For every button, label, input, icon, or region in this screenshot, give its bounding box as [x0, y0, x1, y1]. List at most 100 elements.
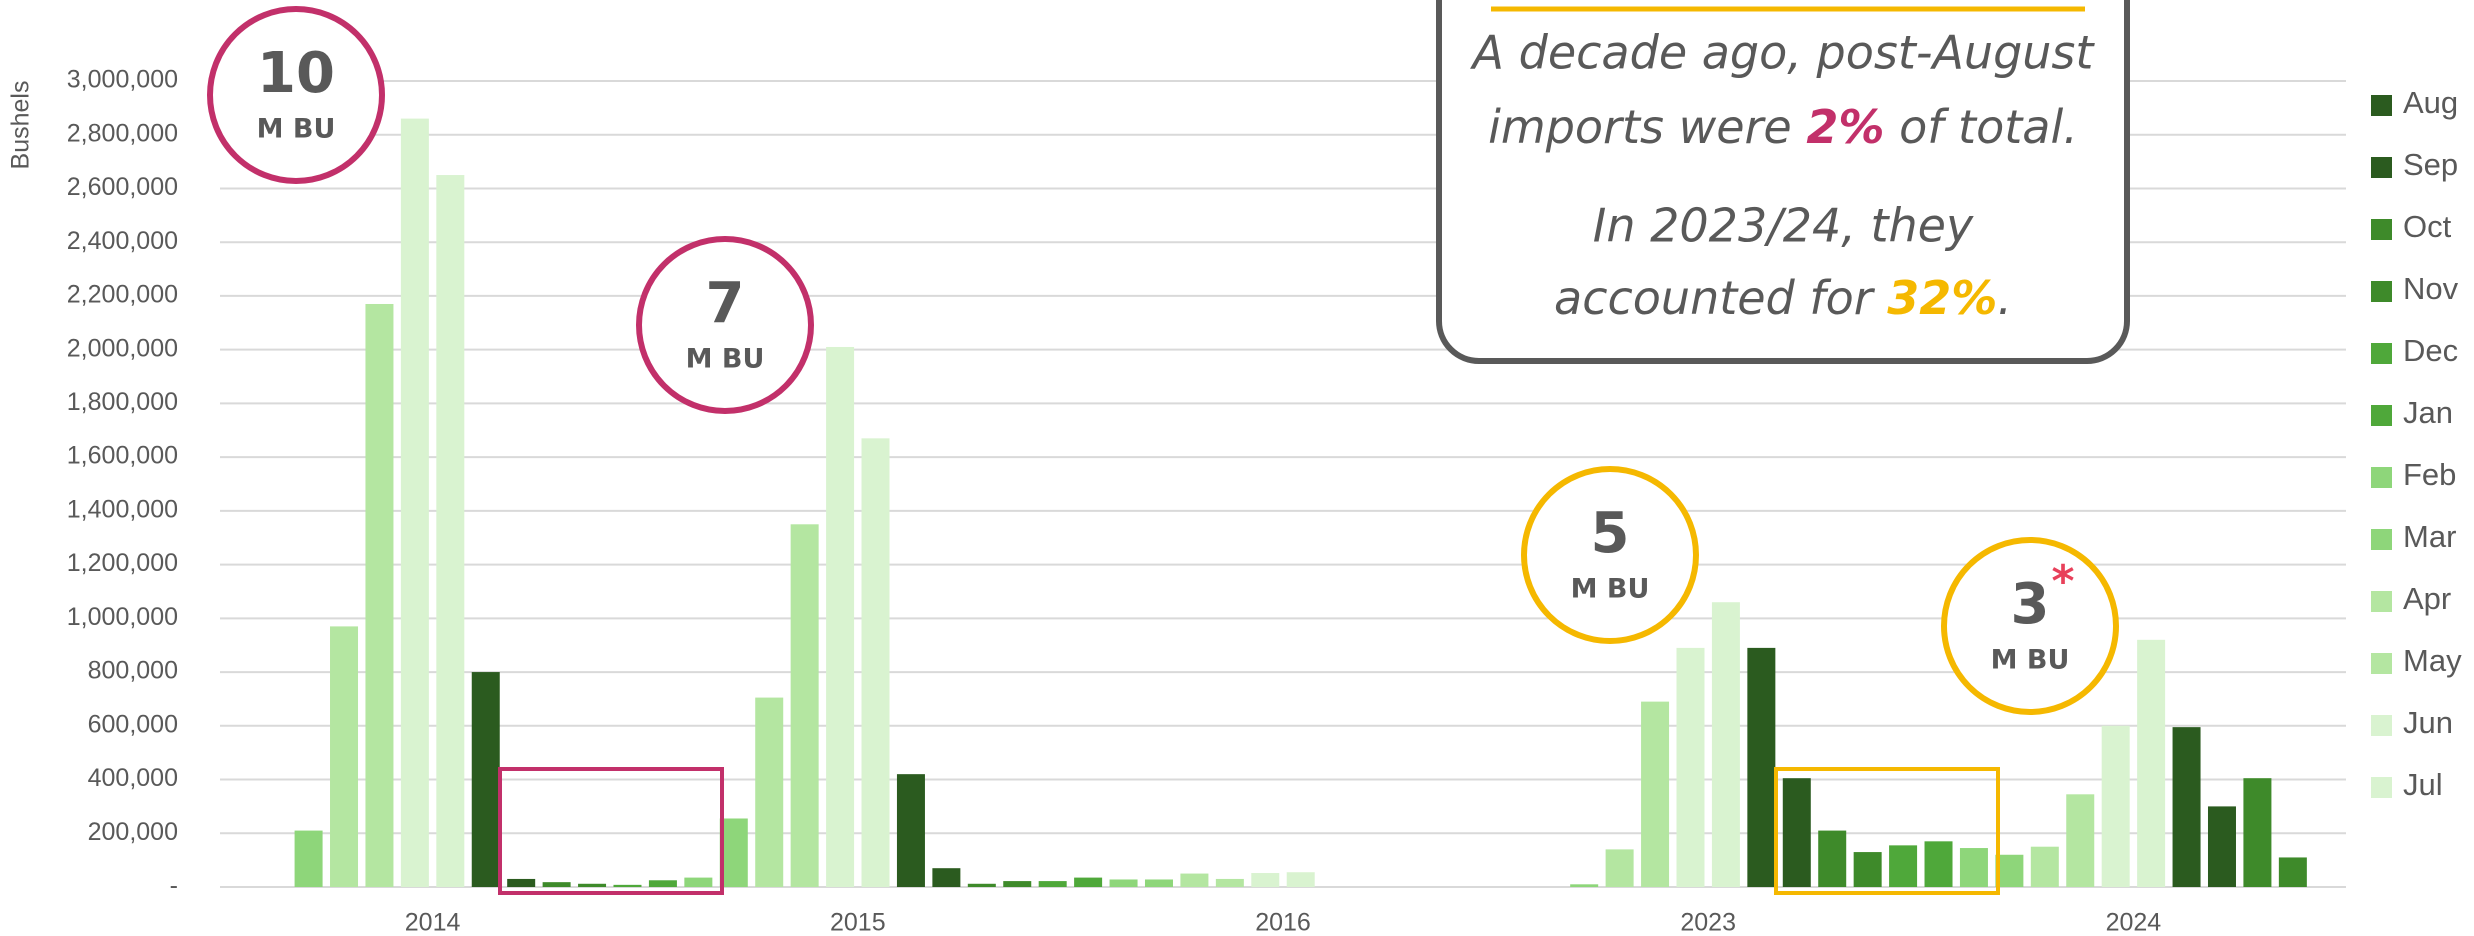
legend-swatch [2371, 95, 2392, 116]
bar [932, 868, 961, 887]
bar [967, 883, 996, 887]
y-tick-label: 2,200,000 [67, 281, 178, 309]
legend-label: Feb [2403, 457, 2456, 492]
legend-swatch [2371, 219, 2392, 240]
bar [2101, 725, 2130, 887]
y-tick-label: 2,800,000 [67, 119, 178, 147]
y-tick-label: 1,000,000 [67, 603, 178, 631]
y-tick-label: 800,000 [88, 657, 178, 685]
y-tick-label: 1,800,000 [67, 388, 178, 416]
y-tick-label: 2,000,000 [67, 334, 178, 362]
callout-text: In 2023/24, they [1593, 199, 1974, 253]
legend-swatch [2371, 591, 2392, 612]
circle-value: 5 [1591, 501, 1630, 566]
bar [1144, 879, 1173, 887]
legend-swatch [2371, 715, 2392, 736]
callout-highlight: 32% [1887, 271, 1997, 325]
bar [294, 830, 323, 887]
bar [1038, 881, 1067, 887]
bar [1074, 877, 1103, 887]
legend-swatch [2371, 281, 2392, 302]
y-tick-label: 2,600,000 [67, 173, 178, 201]
callout-text: imports were [1488, 100, 1806, 154]
legend-label: Nov [2403, 271, 2459, 306]
bar [1251, 873, 1280, 887]
bar [1003, 881, 1032, 887]
bar [400, 118, 429, 887]
bar [613, 884, 642, 887]
circle-marker [1941, 537, 2119, 715]
callout-text: accounted for 32%. [1554, 271, 2012, 325]
y-tick-label: 200,000 [88, 818, 178, 846]
bar [1924, 841, 1953, 887]
y-tick-label: - [170, 872, 178, 900]
bar [1641, 701, 1670, 887]
circle-marker [207, 6, 385, 184]
x-tick-label: 2024 [2106, 909, 2162, 936]
y-tick-label: 2,400,000 [67, 227, 178, 255]
bar [1109, 879, 1138, 887]
legend-swatch [2371, 529, 2392, 550]
grid: - 200,000 400,000 600,000 800,000 1,000,000 1,… [67, 66, 2346, 936]
bar [826, 346, 855, 888]
bar [2207, 806, 2236, 887]
callout-text: A decade ago, post-August [1470, 26, 2096, 80]
circle-unit: M BU [257, 114, 336, 145]
circle-unit: M BU [686, 344, 765, 375]
bar [1605, 849, 1634, 887]
legend-swatch [2371, 157, 2392, 178]
callout-text: imports were 2% of total. [1488, 100, 2078, 154]
circle-marker [636, 236, 814, 414]
legend-label: Mar [2403, 519, 2456, 554]
callout-box [1436, 0, 2130, 364]
legend-label: Jan [2403, 395, 2453, 430]
annotations: 10 M BU 7 M BU 5 M BU 3 M BU * [207, 6, 2119, 715]
bar [1180, 873, 1209, 887]
highlight-box [1774, 767, 2000, 895]
circle-value: 10 [257, 41, 335, 106]
callout-text: accounted for [1554, 271, 1887, 325]
bar [1286, 872, 1315, 887]
legend-swatch [2371, 343, 2392, 364]
bar [2137, 639, 2166, 887]
callout-text: of total. [1884, 100, 2077, 154]
circle-value: 3 [2011, 572, 2050, 637]
bar [1995, 854, 2024, 887]
highlight-box [498, 767, 724, 895]
legend-label: Jul [2403, 767, 2443, 802]
bar [2243, 778, 2272, 887]
bar [542, 882, 571, 887]
callout-highlight: 2% [1806, 100, 1884, 154]
legend-swatch [2371, 467, 2392, 488]
bar [755, 697, 784, 887]
bar [2172, 727, 2201, 887]
legend-label: Aug [2403, 85, 2458, 120]
y-tick-label: 400,000 [88, 764, 178, 792]
legend-label: Jun [2403, 705, 2453, 740]
bar [1676, 647, 1705, 887]
circle-note: * [2051, 556, 2074, 607]
legend-label: Apr [2403, 581, 2451, 616]
legend-label: Dec [2403, 333, 2458, 368]
bar [684, 877, 713, 887]
bar [2066, 794, 2095, 887]
bar [1782, 778, 1811, 887]
y-tick-label: 3,000,000 [67, 66, 178, 94]
bar [1215, 878, 1244, 887]
bar [1959, 848, 1988, 887]
legend-label: Oct [2403, 209, 2452, 244]
bar [1747, 647, 1776, 887]
bar [1853, 852, 1882, 887]
y-axis-label: Bushels [7, 81, 35, 170]
callout-text: . [1997, 271, 2012, 325]
circle-unit: M BU [1571, 574, 1650, 605]
bar [578, 883, 607, 887]
y-tick-label: 600,000 [88, 710, 178, 738]
bar [1711, 602, 1740, 887]
x-tick-label: 2016 [1255, 909, 1311, 936]
legend-swatch [2371, 653, 2392, 674]
circle-unit: M BU [1991, 645, 2070, 676]
legend-label: May [2403, 643, 2462, 678]
circle-value: 7 [706, 271, 745, 336]
